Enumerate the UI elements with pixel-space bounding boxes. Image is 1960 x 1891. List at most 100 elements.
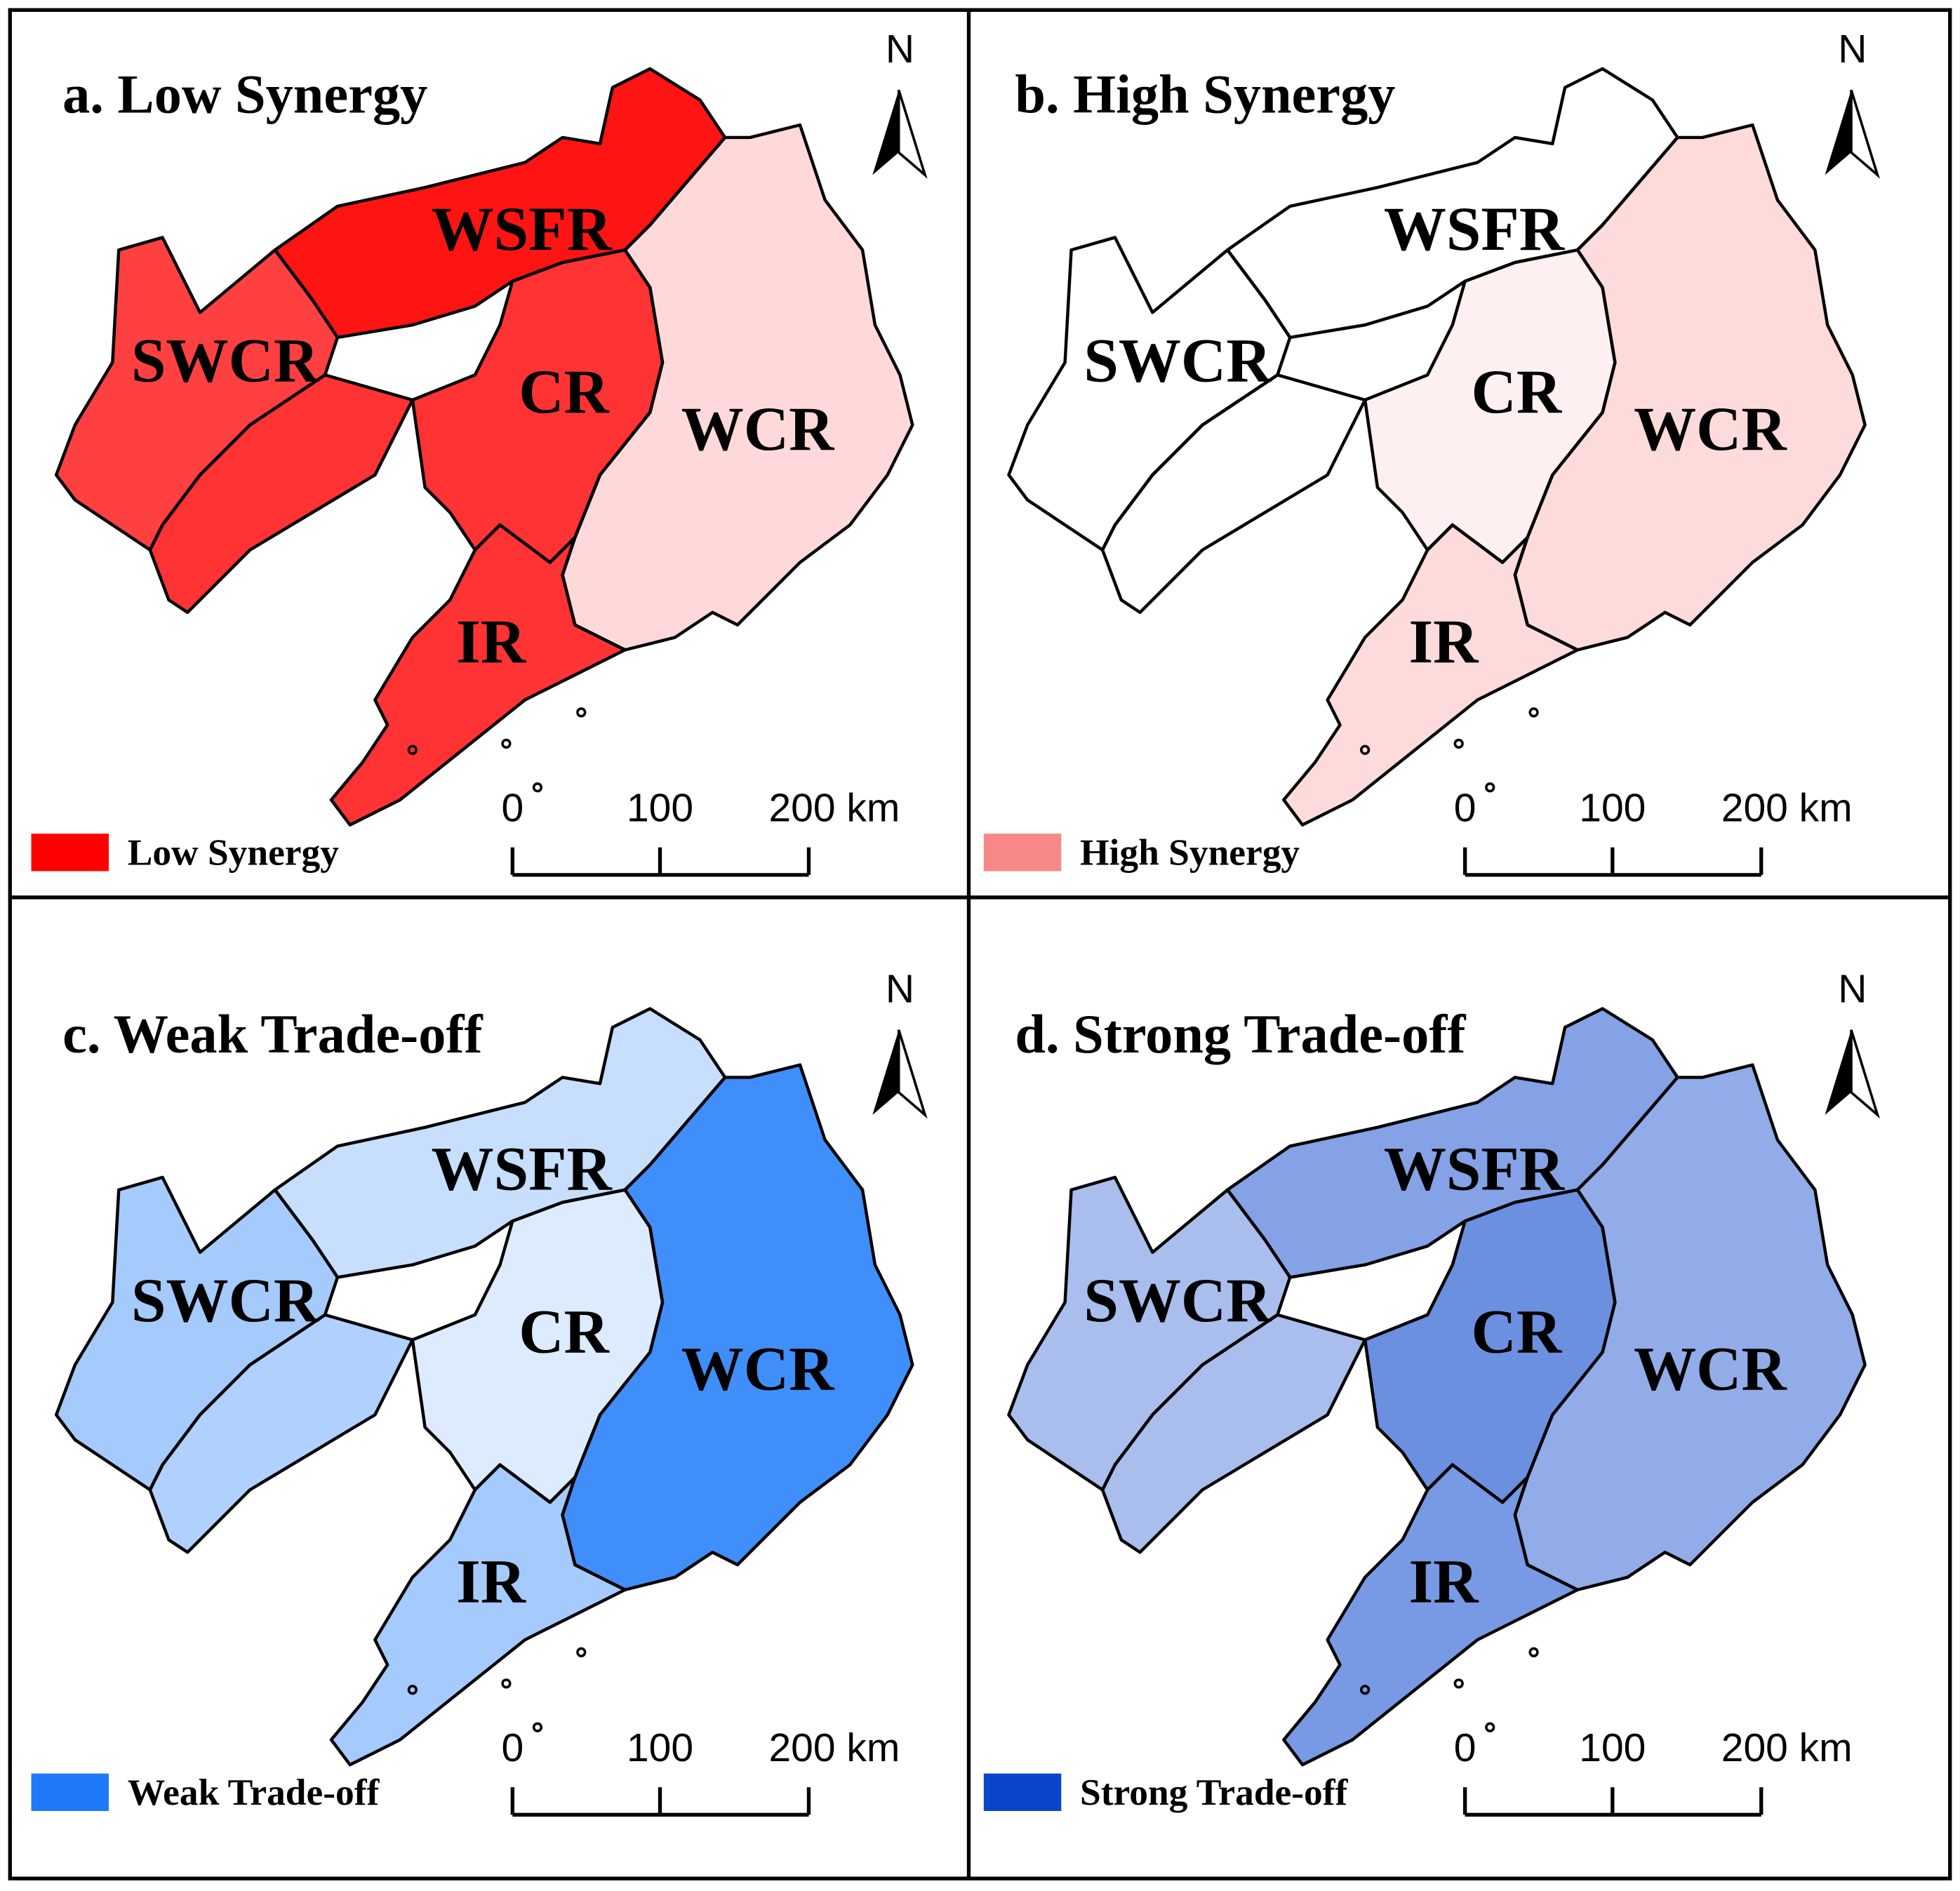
region-label: WCR xyxy=(681,395,835,464)
north-arrow xyxy=(1850,1029,1880,1119)
map-panel: b. High Synergy WSFR SWCR CR WCR IR N 0 100 200 k… xyxy=(983,27,1880,877)
region-boundary xyxy=(329,523,627,827)
region-fill xyxy=(149,1314,413,1553)
north-label: N xyxy=(886,967,914,1012)
island xyxy=(407,744,418,755)
region-label: SWCR xyxy=(1084,326,1272,395)
north-arrow xyxy=(1850,89,1880,179)
island xyxy=(1453,738,1464,749)
region-fill xyxy=(331,525,625,825)
panel-title: d. Strong Trade-off xyxy=(1015,1003,1466,1064)
region-fill xyxy=(562,125,913,650)
legend-swatch xyxy=(983,1773,1062,1812)
region-label: WCR xyxy=(1634,1335,1787,1404)
island xyxy=(1359,744,1371,755)
north-arrow xyxy=(872,1029,899,1115)
scale-label: 200 km xyxy=(1721,785,1853,830)
region-fill xyxy=(1514,1064,1865,1590)
legend-swatch xyxy=(983,834,1062,871)
region-label: WCR xyxy=(1634,395,1787,464)
island xyxy=(532,782,543,793)
north-arrow xyxy=(1825,1029,1852,1115)
region-fill xyxy=(1284,525,1578,825)
north-label: N xyxy=(1838,27,1867,72)
scale-label: 0 xyxy=(501,1725,524,1770)
island xyxy=(501,738,512,749)
region-label: WSFR xyxy=(1384,195,1566,264)
region-label: SWCR xyxy=(131,1267,320,1335)
region-label: WSFR xyxy=(432,1135,613,1204)
scale-label: 100 xyxy=(1579,785,1646,830)
region-boundary xyxy=(561,1063,914,1591)
region-boundary xyxy=(1100,1313,1367,1554)
region-fill xyxy=(1284,1464,1578,1765)
region-fill xyxy=(412,250,663,563)
region-label: SWCR xyxy=(1084,1267,1272,1335)
region-boundary xyxy=(1100,373,1367,615)
panel-title: c. Weak Trade-off xyxy=(62,1003,483,1064)
region-label: CR xyxy=(1472,358,1563,427)
scale-label: 0 xyxy=(1454,785,1476,830)
region-label: SWCR xyxy=(131,326,320,395)
island xyxy=(1485,782,1495,793)
scale-label: 200 km xyxy=(1721,1725,1853,1770)
region-fill xyxy=(1365,250,1615,563)
island xyxy=(407,1685,418,1695)
island xyxy=(501,1678,512,1689)
region-label: CR xyxy=(519,358,610,427)
legend-label: Strong Trade-off xyxy=(1080,1771,1349,1813)
scale-label: 100 xyxy=(627,785,693,830)
north-label: N xyxy=(1838,967,1867,1012)
region-fill xyxy=(274,1008,726,1278)
region-fill xyxy=(331,1464,625,1765)
region-boundary xyxy=(148,373,415,615)
region-fill xyxy=(1227,1008,1678,1278)
map-panel: a. Low Synergy WSFR SWCR CR WCR IR N 0 100 200 km… xyxy=(31,27,928,877)
region-fill xyxy=(1008,1177,1291,1490)
island xyxy=(576,1647,587,1657)
north-arrow xyxy=(897,89,928,179)
legend-label: Low Synergy xyxy=(128,831,340,874)
map-panel: c. Weak Trade-off WSFR SWCR CR WCR IR N 0 100 200… xyxy=(31,967,928,1817)
north-label: N xyxy=(886,27,914,72)
region-label: IR xyxy=(456,1548,527,1617)
legend-label: Weak Trade-off xyxy=(128,1771,380,1813)
scale-label: 0 xyxy=(1454,1725,1476,1770)
north-arrow xyxy=(897,1029,928,1119)
island xyxy=(1528,707,1539,718)
region-fill xyxy=(56,1177,338,1490)
region-boundary xyxy=(1513,123,1867,652)
region-fill xyxy=(412,1189,663,1503)
scale-label: 0 xyxy=(501,785,524,830)
region-boundary xyxy=(148,1313,415,1554)
map-panel: d. Strong Trade-off WSFR SWCR CR WCR IR N 0 100 2… xyxy=(983,967,1880,1817)
scale-label: 200 km xyxy=(768,1725,900,1770)
island xyxy=(532,1722,543,1732)
region-fill xyxy=(1102,1314,1366,1553)
island xyxy=(1359,1685,1371,1695)
region-fill xyxy=(274,68,726,338)
region-label: WCR xyxy=(681,1335,835,1404)
region-label: CR xyxy=(519,1297,610,1366)
legend-label: High Synergy xyxy=(1080,831,1300,874)
island xyxy=(576,707,587,718)
legend-swatch xyxy=(31,834,109,871)
region-label: WSFR xyxy=(432,195,613,264)
region-label: CR xyxy=(1472,1297,1563,1366)
region-boundary xyxy=(1282,523,1580,827)
island xyxy=(1528,1647,1539,1657)
region-label: IR xyxy=(456,608,527,676)
region-label: IR xyxy=(1408,608,1479,676)
region-label: IR xyxy=(1408,1548,1479,1617)
scale-label: 100 xyxy=(1579,1725,1646,1770)
scale-label: 200 km xyxy=(768,785,900,830)
region-fill xyxy=(56,237,338,550)
panel-title: a. Low Synergy xyxy=(62,63,427,124)
panel-title: b. High Synergy xyxy=(1015,63,1395,124)
region-fill xyxy=(149,375,413,613)
region-fill xyxy=(1365,1189,1615,1503)
scale-label: 100 xyxy=(627,1725,693,1770)
region-fill xyxy=(562,1064,913,1590)
region-boundary xyxy=(561,123,914,652)
